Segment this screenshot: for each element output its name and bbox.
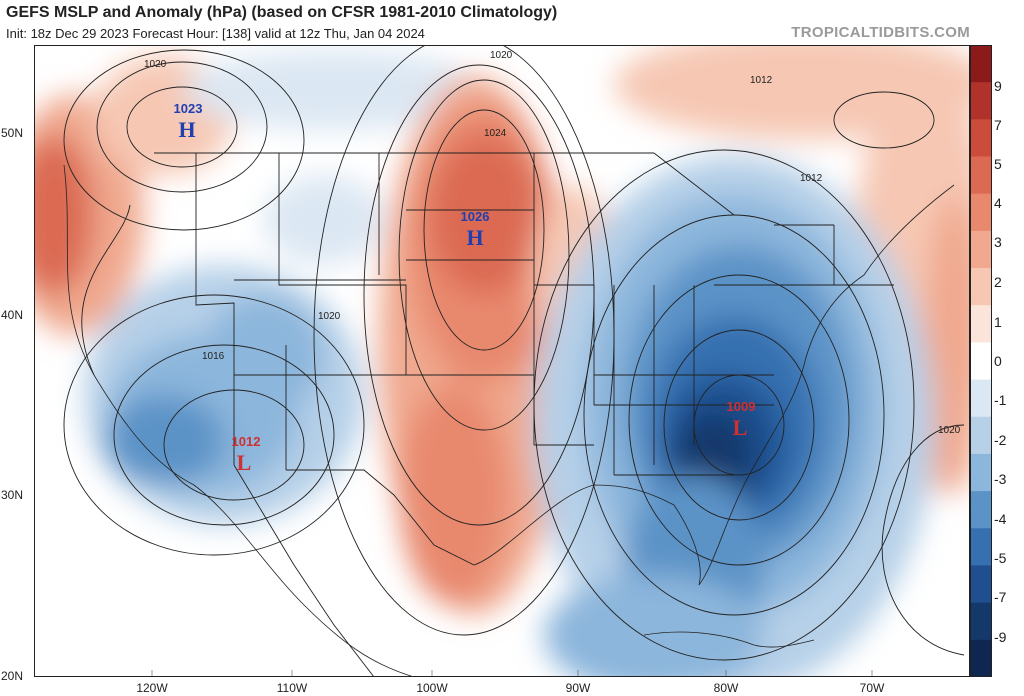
pressure-value: 1026 — [461, 209, 490, 224]
high-symbol: H — [178, 117, 195, 142]
colorbar-segment — [970, 82, 992, 120]
low-pressure-center: 1009 L — [727, 399, 756, 440]
brand-watermark: TROPICALTIDBITS.COM — [791, 24, 970, 41]
colorbar-frame — [970, 45, 992, 677]
colorbar-segment — [970, 565, 992, 604]
colorbar-tick-label: -4 — [994, 511, 1007, 527]
colorbar-segment — [970, 491, 992, 529]
isobar-label: 1012 — [800, 173, 823, 184]
pressure-value: 1009 — [727, 399, 756, 414]
graticule — [151, 670, 873, 677]
political-borders — [81, 152, 894, 677]
colorbar-segment — [970, 379, 992, 418]
high-pressure-center: 1026 H — [461, 209, 490, 250]
map-subtitle: Init: 18z Dec 29 2023 Forecast Hour: [13… — [6, 26, 425, 41]
longitude-label: 80W — [713, 681, 739, 695]
colorbar-segment — [970, 602, 992, 641]
colorbar-segment — [970, 230, 992, 269]
longitude-label: 90W — [565, 681, 591, 695]
colorbar-tick-label: -3 — [994, 471, 1007, 487]
map-title: GEFS MSLP and Anomaly (hPa) (based on CF… — [6, 4, 558, 21]
colorbar-tick-label: 7 — [994, 117, 1002, 133]
colorbar-segment — [970, 639, 992, 677]
colorbar-tick-label: -2 — [994, 432, 1007, 448]
colorbar-segment — [970, 342, 992, 381]
low-symbol: L — [237, 450, 252, 475]
colorbar-segment — [970, 528, 992, 566]
isobar-label: 1020 — [144, 59, 167, 70]
colorbar-segment — [970, 119, 992, 158]
colorbar-segment — [970, 193, 992, 232]
colorbar-segment — [970, 156, 992, 195]
colorbar-segment — [970, 453, 992, 492]
colorbar-tick-label: 3 — [994, 234, 1002, 250]
colorbar-tick-label: -1 — [994, 392, 1007, 408]
map-frame — [34, 45, 970, 677]
isobar-label: 1020 — [318, 311, 341, 322]
colorbar-tick-label: 2 — [994, 274, 1002, 290]
colorbar-tick-label: -9 — [994, 629, 1007, 645]
isobar-label: 1012 — [750, 75, 773, 86]
longitude-label: 100W — [416, 681, 448, 695]
isobar-label: 1024 — [484, 128, 507, 139]
low-symbol: L — [733, 415, 748, 440]
colorbar-segment — [970, 416, 992, 455]
colorbar — [970, 45, 992, 677]
pressure-value: 1023 — [174, 101, 203, 116]
longitude-label: 70W — [859, 681, 885, 695]
colorbar-segment — [970, 268, 992, 306]
isobar-label: 1020 — [490, 50, 513, 61]
latitude-label: 50N — [1, 126, 24, 140]
latitude-label: 20N — [1, 669, 24, 683]
latitude-label: 40N — [1, 308, 24, 322]
isobar-label: 1016 — [202, 351, 225, 362]
colorbar-tick-label: 9 — [994, 78, 1002, 94]
colorbar-tick-label: 5 — [994, 156, 1002, 172]
colorbar-segment — [970, 305, 992, 343]
colorbar-tick-label: 4 — [994, 195, 1002, 211]
isobar-label: 1020 — [938, 425, 961, 436]
high-symbol: H — [466, 225, 483, 250]
longitude-label: 120W — [136, 681, 168, 695]
longitude-label: 110W — [276, 681, 308, 695]
colorbar-segment — [970, 45, 992, 83]
isobar-lines — [63, 45, 965, 661]
colorbar-tick-label: -5 — [994, 550, 1007, 566]
low-pressure-center: 1012 L — [232, 434, 261, 475]
latitude-label: 30N — [1, 488, 24, 502]
pressure-value: 1012 — [232, 434, 261, 449]
colorbar-tick-label: 1 — [994, 314, 1002, 330]
coastlines — [63, 164, 955, 677]
mslp-anomaly-map: 1020 1020 1024 1012 1012 1020 1016 1020 … — [34, 45, 970, 677]
colorbar-tick-label: 0 — [994, 353, 1002, 369]
high-pressure-center: 1023 H — [174, 101, 203, 142]
colorbar-tick-label: -7 — [994, 589, 1007, 605]
